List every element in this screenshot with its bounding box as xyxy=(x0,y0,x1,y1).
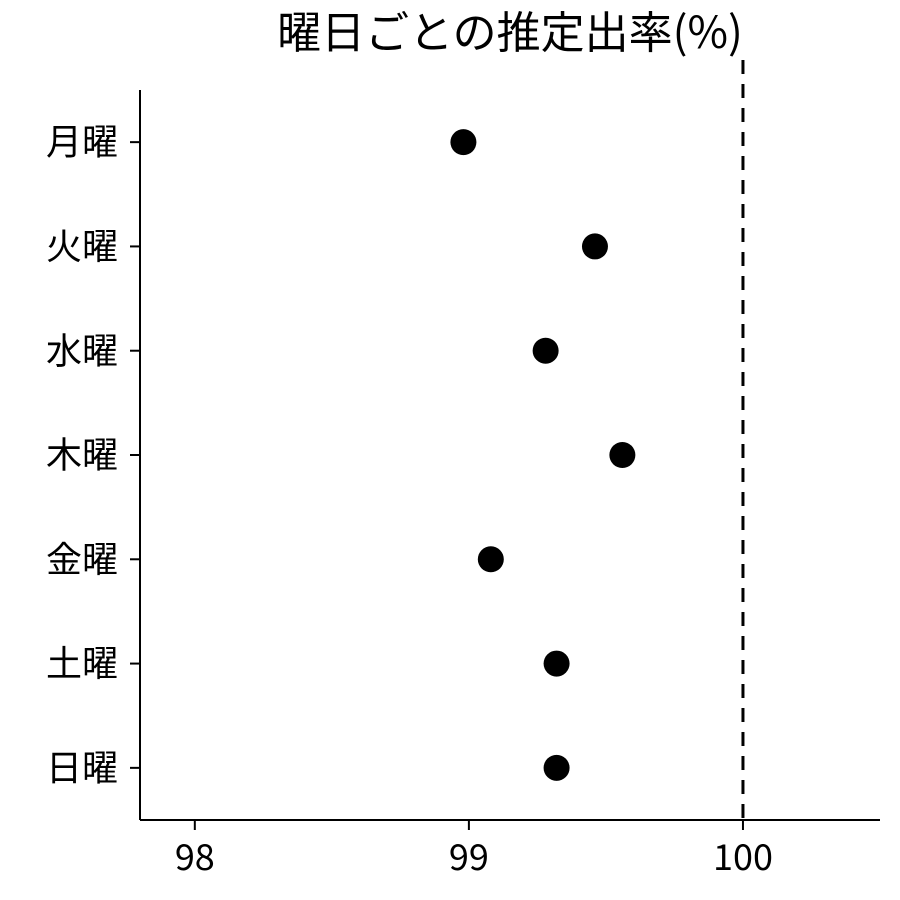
dot-chart: 曜日ごとの推定出率(%) 98 99 100 月曜火曜水曜木曜金曜土曜日曜 xyxy=(0,0,900,900)
x-tick-label: 100 xyxy=(713,829,773,881)
y-tick-label: 水曜 xyxy=(46,322,118,374)
y-tick-label: 日曜 xyxy=(46,739,118,791)
data-point xyxy=(450,129,476,155)
y-tick-label: 金曜 xyxy=(46,531,118,583)
y-tick-label: 月曜 xyxy=(46,114,118,166)
data-point xyxy=(544,755,570,781)
chart-title: 曜日ごとの推定出率(%) xyxy=(277,0,743,61)
y-tick-label: 木曜 xyxy=(46,427,118,479)
x-tick-label: 99 xyxy=(449,829,489,881)
data-point xyxy=(609,442,635,468)
chart-container: 曜日ごとの推定出率(%) 98 99 100 月曜火曜水曜木曜金曜土曜日曜 xyxy=(0,0,900,900)
data-point xyxy=(478,546,504,572)
x-tick-label: 98 xyxy=(175,829,215,881)
data-point xyxy=(533,338,559,364)
y-tick-label: 火曜 xyxy=(46,218,118,270)
y-tick-label: 土曜 xyxy=(46,635,118,687)
data-point xyxy=(544,651,570,677)
data-point xyxy=(582,233,608,259)
